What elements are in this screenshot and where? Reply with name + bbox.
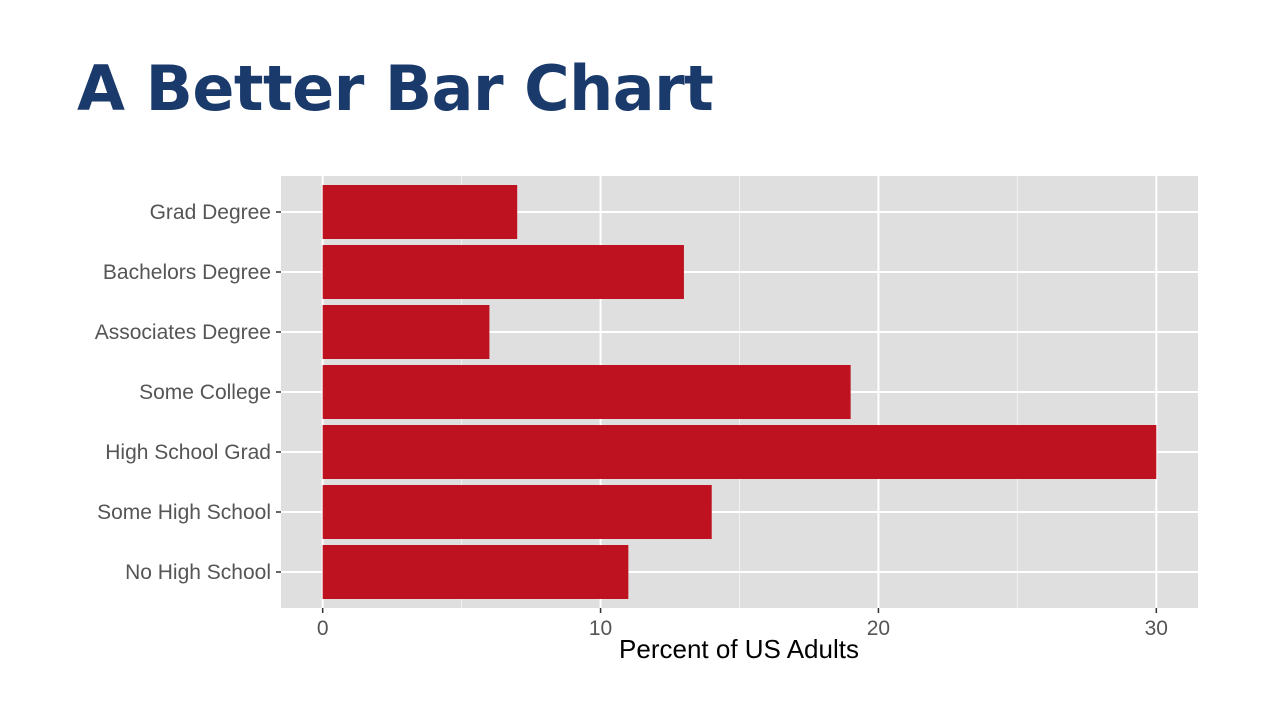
y-tick-label: Some High School [97, 501, 271, 524]
slide-title: A Better Bar Chart [77, 52, 714, 125]
y-axis: No High School Some High School High Schoo… [95, 201, 281, 584]
bars [322, 185, 1157, 599]
bar-some-high-school [322, 485, 712, 539]
bar-associates-degree [322, 305, 490, 359]
y-tick-label: No High School [125, 561, 271, 584]
y-tick-label: Grad Degree [150, 201, 271, 224]
x-tick-label: 20 [867, 617, 890, 640]
bar-grad-degree [322, 185, 518, 239]
x-tick-label: 30 [1145, 617, 1168, 640]
y-tick-label: Associates Degree [95, 321, 271, 344]
x-tick-label: 0 [317, 617, 329, 640]
bar-high-school-grad [322, 425, 1157, 479]
bar-some-college [322, 365, 851, 419]
x-axis: 0 10 20 30 [317, 608, 1168, 640]
y-tick-label: Bachelors Degree [103, 261, 271, 284]
bar-no-high-school [322, 545, 629, 599]
x-axis-label: Percent of US Adults [619, 634, 859, 664]
bar-bachelors-degree [322, 245, 684, 299]
y-tick-label: Some College [139, 381, 271, 404]
x-tick-label: 10 [589, 617, 612, 640]
y-tick-label: High School Grad [105, 441, 271, 464]
